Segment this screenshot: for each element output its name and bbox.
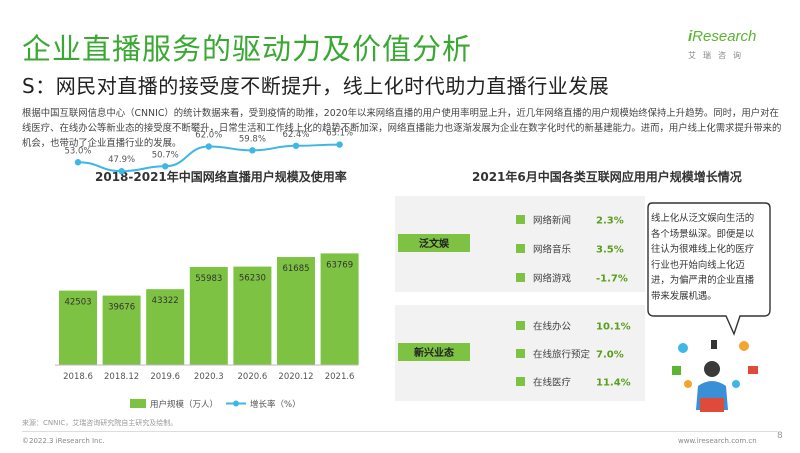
chart-icon bbox=[672, 366, 681, 375]
rate-value-label-2: 50.7% bbox=[152, 150, 179, 160]
bar-4 bbox=[233, 266, 272, 365]
footer-divider bbox=[22, 431, 778, 432]
legend-line-dot bbox=[233, 400, 239, 407]
x-tick-label-5: 2020.12 bbox=[278, 372, 313, 382]
legend-bar-label: 用户规模（万人） bbox=[150, 399, 218, 410]
speech-bubble-text: 线上化从泛文娱向生活的各个场景纵深。即便是以往认为很难线上化的医疗行业也开始向线… bbox=[651, 213, 755, 302]
group-label-0: 泛文娱 bbox=[419, 237, 450, 250]
rate-value-label-6: 63.1% bbox=[326, 129, 353, 139]
intro-paragraph: 根据中国互联网信息中心（CNNIC）的统计数据来看，受到疫情的助推，2020年以… bbox=[22, 108, 782, 149]
person-head-icon bbox=[704, 361, 720, 377]
bar-3 bbox=[189, 267, 228, 365]
coin-icon bbox=[684, 380, 692, 388]
iresearch-logo: iResearch 艾瑞咨询 bbox=[688, 26, 778, 70]
business-illustration-icon bbox=[672, 340, 758, 412]
rate-value-label-0: 53.0% bbox=[64, 146, 91, 156]
item-value-0-0: 2.3% bbox=[596, 216, 624, 227]
legend-bar-swatch bbox=[130, 399, 146, 408]
legend-line-label: 增长率（%） bbox=[250, 399, 301, 410]
bar-value-label-0: 42503 bbox=[64, 298, 91, 308]
rate-point-0 bbox=[74, 159, 82, 166]
bar-0 bbox=[59, 290, 97, 365]
left-chart-title: 2018-2021年中国网络直播用户规模及使用率 bbox=[95, 170, 347, 184]
x-tick-label-3: 2020.3 bbox=[194, 372, 224, 382]
gear-icon bbox=[739, 341, 749, 351]
logo-tagline: 艾瑞咨询 bbox=[688, 51, 748, 60]
user-icon bbox=[732, 380, 740, 388]
x-tick-label-1: 2018.12 bbox=[104, 372, 139, 382]
x-tick-label-6: 2021.6 bbox=[325, 372, 355, 382]
group-label-bg-0 bbox=[398, 234, 470, 252]
bar-5 bbox=[277, 257, 315, 365]
page-subtitle: S：网民对直播的接受度不断提升，线上化时代助力直播行业发展 bbox=[22, 74, 610, 98]
website: www.iresearch.com.cn bbox=[678, 437, 757, 445]
rate-point-5 bbox=[292, 142, 300, 149]
page-title: 企业直播服务的驱动力及价值分析 bbox=[22, 32, 473, 66]
bar-1 bbox=[102, 295, 141, 365]
item-label-0-2: 网络游戏 bbox=[533, 273, 572, 285]
x-tick-label-4: 2020.6 bbox=[238, 372, 268, 382]
item-value-1-1: 7.0% bbox=[596, 350, 624, 361]
speech-bubble bbox=[647, 202, 771, 336]
item-label-1-2: 在线医疗 bbox=[533, 377, 572, 389]
bar-6 bbox=[320, 253, 359, 365]
item-label-1-0: 在线办公 bbox=[533, 321, 572, 333]
rate-value-label-3: 62.0% bbox=[195, 131, 222, 141]
item-swatch-0-2 bbox=[516, 273, 525, 282]
bar-value-label-3: 55983 bbox=[195, 274, 222, 284]
rate-value-label-1: 47.9% bbox=[108, 155, 135, 165]
bar-value-label-2: 43322 bbox=[152, 296, 179, 306]
bar-value-label-6: 63769 bbox=[326, 260, 353, 270]
x-tick-label-2: 2019.6 bbox=[150, 372, 180, 382]
item-label-0-0: 网络新闻 bbox=[533, 215, 571, 227]
item-value-0-2: -1.7% bbox=[596, 274, 628, 285]
copyright: ©2022.3 iResearch Inc. bbox=[22, 437, 105, 445]
bar-value-label-4: 56230 bbox=[239, 274, 266, 284]
mail-icon bbox=[748, 366, 758, 374]
rate-value-label-5: 62.4% bbox=[282, 130, 309, 140]
item-swatch-0-0 bbox=[516, 215, 525, 224]
page-number: 8 bbox=[777, 431, 783, 441]
group-label-1: 新兴业态 bbox=[414, 346, 454, 359]
laptop-icon bbox=[700, 398, 724, 412]
right-chart-title: 2021年6月中国各类互联网应用用户规模增长情况 bbox=[472, 170, 742, 184]
bar-value-label-1: 39676 bbox=[108, 303, 135, 313]
source-note: 来源：CNNIC，艾瑞咨询研究院自主研究及绘制。 bbox=[22, 419, 178, 427]
item-value-1-0: 10.1% bbox=[596, 322, 631, 333]
logo-wordmark: iResearch bbox=[688, 28, 757, 45]
cloud-icon bbox=[678, 343, 688, 353]
item-swatch-1-2 bbox=[516, 377, 525, 386]
item-label-1-1: 在线旅行预定 bbox=[533, 349, 591, 361]
rate-value-label-4: 59.8% bbox=[239, 134, 266, 144]
group-label-bg-1 bbox=[398, 343, 470, 361]
rate-point-1 bbox=[118, 167, 125, 175]
item-value-0-1: 3.5% bbox=[596, 245, 624, 256]
rate-point-6 bbox=[336, 141, 343, 148]
item-label-0-1: 网络音乐 bbox=[533, 244, 572, 256]
phone-icon bbox=[711, 340, 717, 349]
bar-2 bbox=[146, 289, 185, 365]
rate-point-4 bbox=[249, 147, 256, 154]
item-swatch-1-1 bbox=[516, 349, 525, 358]
x-tick-label-0: 2018.6 bbox=[63, 372, 93, 382]
item-value-1-2: 11.4% bbox=[596, 378, 631, 389]
item-swatch-0-1 bbox=[516, 244, 525, 253]
item-swatch-1-0 bbox=[516, 321, 525, 330]
bar-value-label-5: 61685 bbox=[282, 264, 309, 274]
rate-point-3 bbox=[205, 143, 212, 150]
rate-point-2 bbox=[162, 163, 169, 170]
